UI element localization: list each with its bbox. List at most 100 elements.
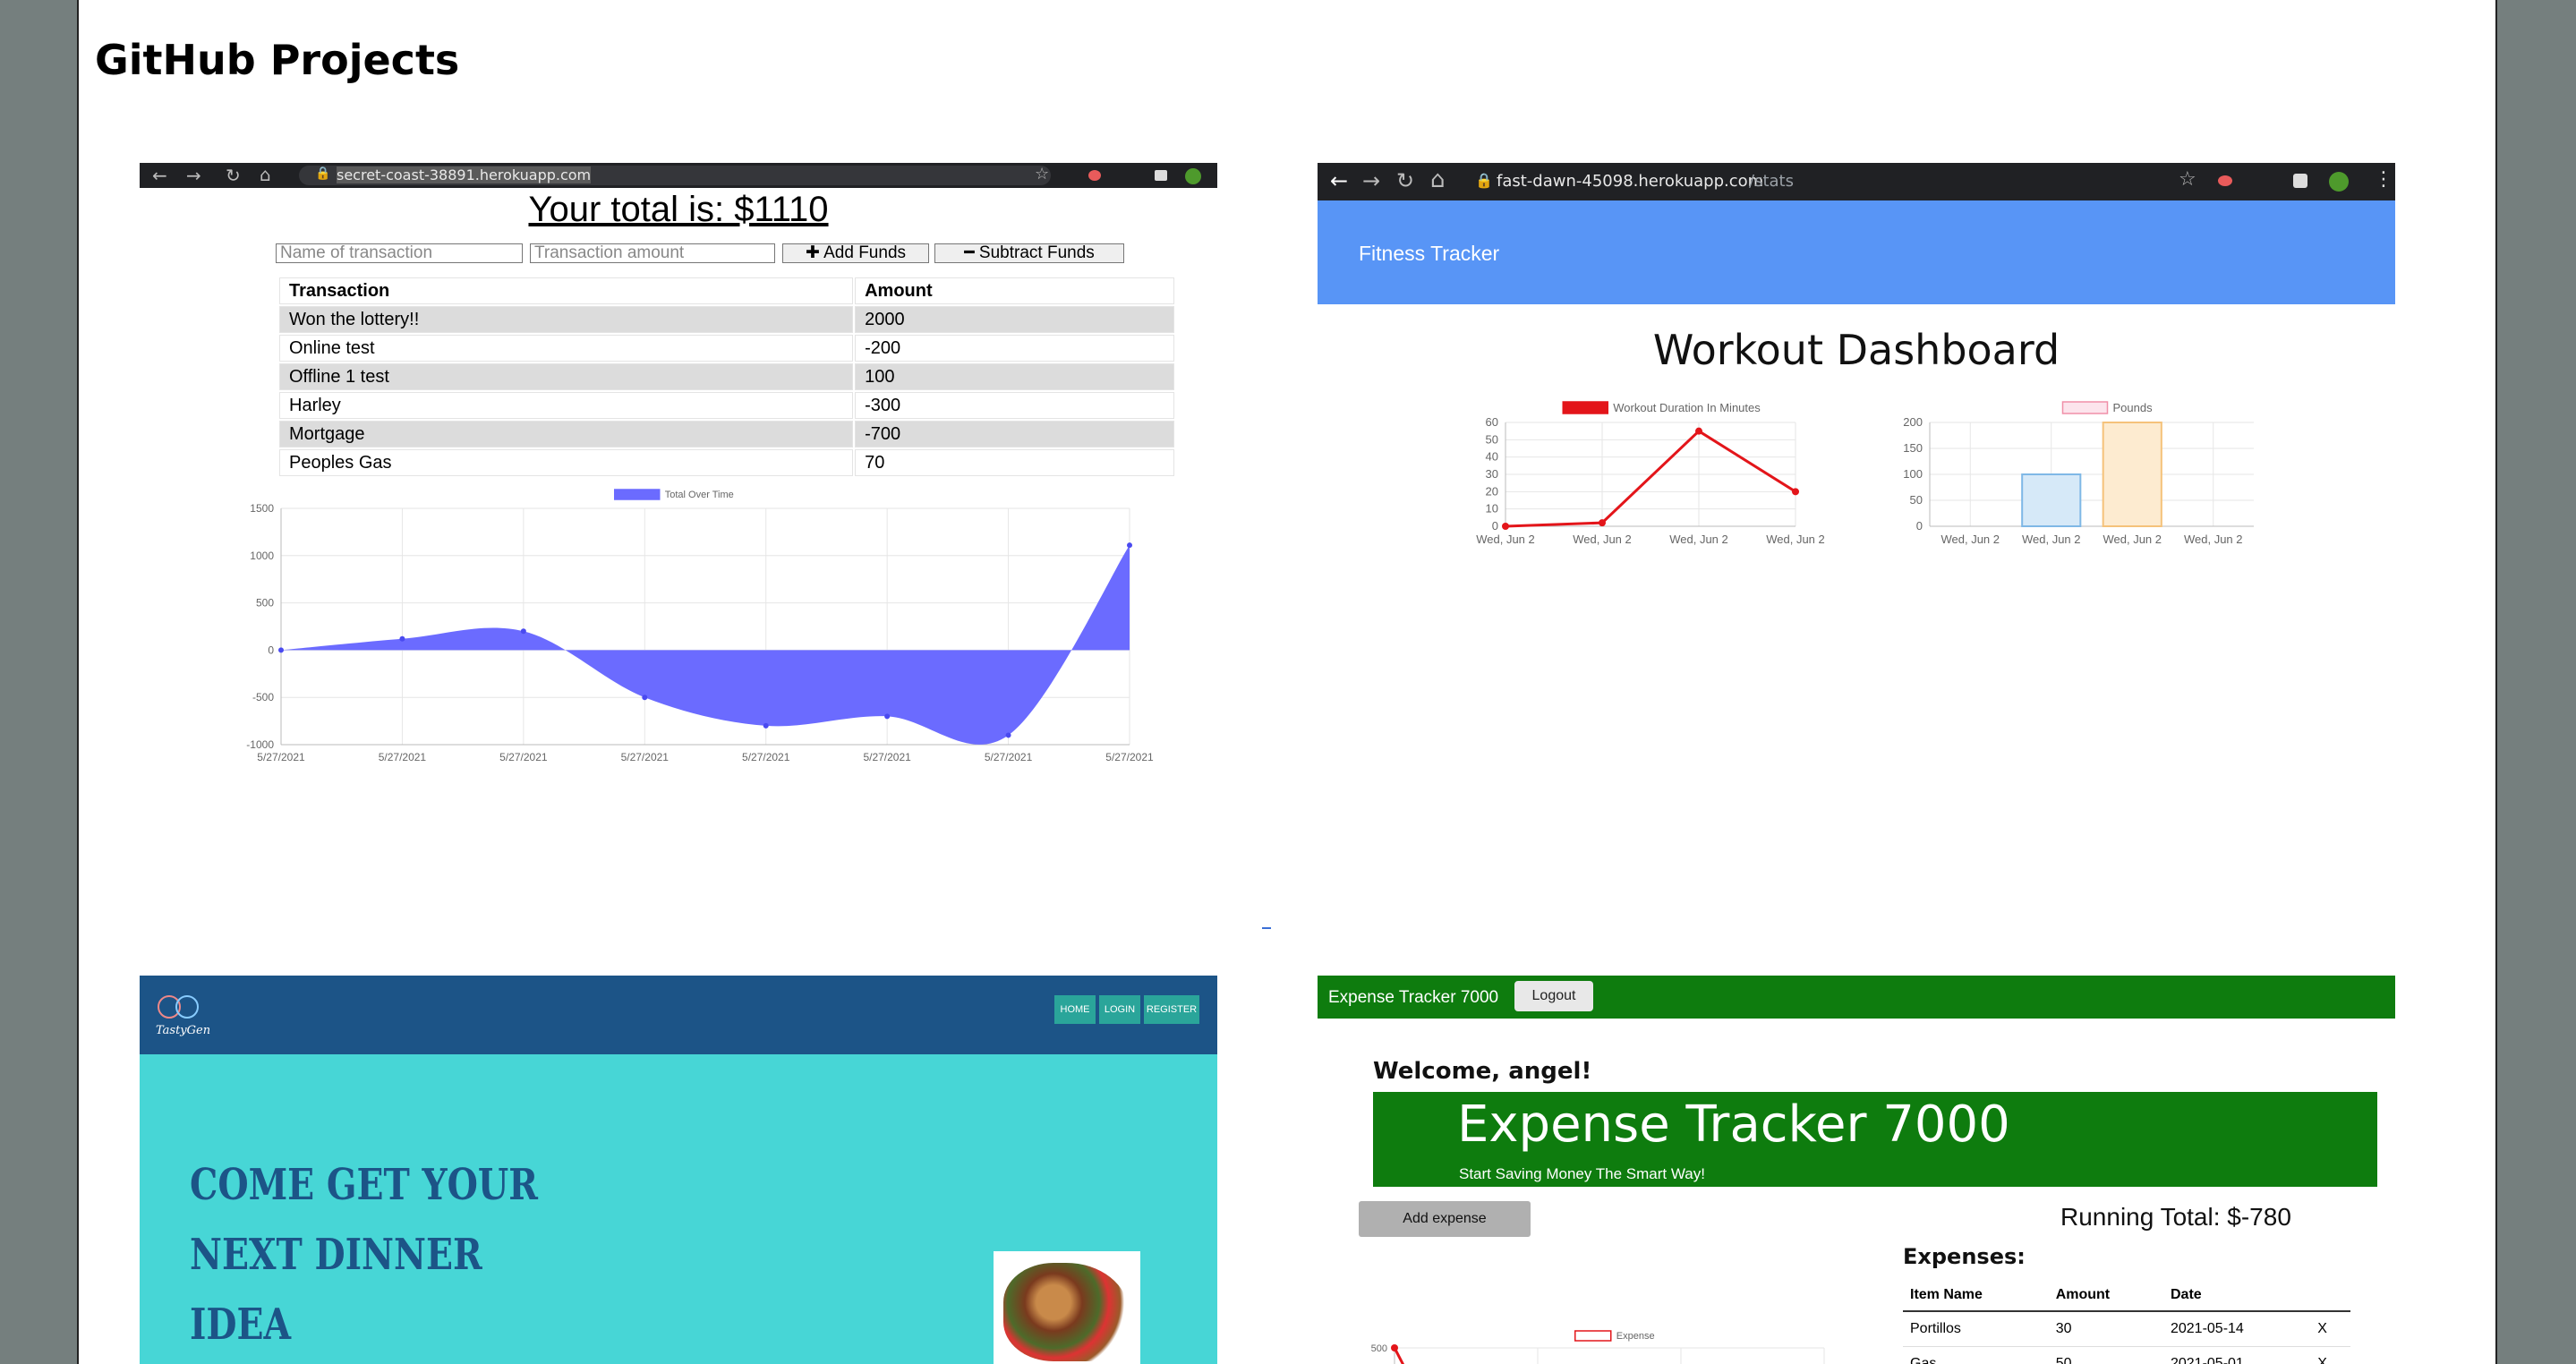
x-tick-label: Wed, Jun 2: [1941, 533, 2000, 546]
project-screenshot-expense[interactable]: Expense Tracker 7000 Logout Welcome, ang…: [1318, 976, 2395, 1364]
table-cell: 2021-05-14: [2162, 1311, 2311, 1347]
forward-icon: →: [186, 165, 201, 186]
banner-subtitle: Start Saving Money The Smart Way!: [1459, 1165, 1705, 1182]
browser-toolbar: ← → ↻ ⌂ 🔒 fast-dawn-45098.herokuapp.com …: [1318, 163, 2395, 200]
x-tick-label: 5/27/2021: [1105, 751, 1154, 763]
table-row: Online test -200: [279, 335, 1174, 362]
delete-button[interactable]: X: [2310, 1311, 2350, 1347]
bar: [2021, 473, 2082, 527]
legend-swatch: [1562, 401, 1608, 414]
table-header-row: Transaction Amount: [279, 277, 1174, 304]
project-screenshot-budget[interactable]: ← → ↻ ⌂ 🔒 secret-coast-38891.herokuapp.c…: [140, 163, 1217, 772]
x-tick-label: 5/27/2021: [863, 751, 911, 763]
subtract-funds-button[interactable]: ━ Subtract Funds: [934, 243, 1124, 263]
brand-link[interactable]: Fitness Tracker: [1359, 242, 1500, 265]
y-tick-label: 0: [268, 644, 274, 656]
data-point: [1502, 523, 1509, 530]
y-tick-label: 500: [256, 597, 274, 610]
puzzle-icon: [2293, 174, 2307, 188]
table-cell: Gas: [1903, 1346, 2049, 1364]
star-icon: ☆: [1035, 165, 1050, 183]
table-row: Gas 50 2021-05-01 X: [1903, 1346, 2350, 1364]
table-cell: -300: [855, 392, 1174, 419]
transactions-table: Transaction Amount Won the lottery!! 2000 On…: [277, 276, 1176, 478]
data-point: [1695, 427, 1702, 435]
y-tick-label: 20: [1486, 484, 1498, 498]
table-cell: Harley: [279, 392, 854, 419]
table-cell: 30: [2048, 1311, 2163, 1347]
forward-icon: →: [1362, 168, 1381, 193]
navbar: Expense Tracker 7000 Logout: [1318, 976, 2395, 1019]
column-header: Amount: [2048, 1280, 2163, 1312]
y-tick-label: 1500: [250, 502, 274, 515]
reload-icon: ↻: [226, 165, 241, 186]
expense-chart: 500450400Expense: [1371, 1330, 1825, 1364]
y-tick-label: -1000: [246, 738, 274, 751]
address-host: fast-dawn-45098.herokuapp.com: [1497, 172, 1764, 191]
data-point: [763, 722, 769, 729]
extension-icon: [2218, 175, 2232, 186]
nav-register[interactable]: REGISTER: [1144, 995, 1199, 1024]
y-tick-label: 40: [1486, 450, 1498, 464]
avatar: [1185, 168, 1201, 184]
table-row: Mortgage -700: [279, 421, 1174, 448]
data-point: [1792, 488, 1799, 496]
data-point: [1005, 732, 1011, 738]
nav-login[interactable]: LOGIN: [1099, 995, 1140, 1024]
legend-label: Expense: [1616, 1331, 1655, 1342]
column-header: Item Name: [1903, 1280, 2049, 1312]
x-tick-label: 5/27/2021: [257, 751, 305, 763]
table-cell: Offline 1 test: [279, 363, 854, 390]
lock-icon: 🔒: [315, 166, 331, 181]
project-screenshot-tastygen[interactable]: TastyGen HOME LOGIN REGISTER COME GET YO…: [140, 976, 1217, 1364]
y-tick-label: 50: [1910, 493, 1923, 507]
legend-swatch: [1574, 1330, 1612, 1342]
data-point: [1391, 1344, 1398, 1351]
add-expense-button[interactable]: Add expense: [1359, 1201, 1531, 1237]
project-screenshot-fitness[interactable]: ← → ↻ ⌂ 🔒 fast-dawn-45098.herokuapp.com …: [1318, 163, 2395, 664]
pounds-chart: 200 150 100 50 0 Wed, Jun 2 Wed, Jun 2 Wed, Jun…: [1903, 401, 2254, 546]
x-tick-label: Wed, Jun 2: [1669, 533, 1728, 546]
browser-toolbar: ← → ↻ ⌂ 🔒 secret-coast-38891.herokuapp.c…: [140, 163, 1217, 188]
table-row: Won the lottery!! 2000: [279, 306, 1174, 333]
address-text: secret-coast-38891.herokuapp.com: [337, 166, 592, 183]
x-tick-label: Wed, Jun 2: [2184, 533, 2243, 546]
menu-icon: ⋮: [2374, 168, 2393, 191]
bar: [2102, 422, 2162, 527]
y-tick-label: 100: [1903, 467, 1923, 481]
transaction-amount-input[interactable]: Transaction amount: [530, 243, 775, 263]
x-tick-label: 5/27/2021: [621, 751, 670, 763]
column-header: [2310, 1280, 2350, 1312]
logo-text: TastyGen: [156, 1024, 211, 1037]
banner-title: Expense Tracker 7000: [1457, 1095, 2010, 1154]
data-point: [278, 647, 284, 653]
transaction-name-input[interactable]: Name of transaction: [276, 243, 523, 263]
column-header: Date: [2162, 1280, 2311, 1312]
x-tick-label: Wed, Jun 2: [1573, 533, 1632, 546]
nav-home[interactable]: HOME: [1054, 995, 1096, 1024]
delete-button[interactable]: X: [2310, 1346, 2350, 1364]
table-cell: 70: [855, 449, 1174, 476]
welcome-text: Welcome, angel!: [1373, 1058, 1592, 1085]
y-tick-label: -500: [252, 691, 274, 703]
legend-label: Total Over Time: [665, 490, 734, 500]
brand-text: Expense Tracker 7000: [1328, 988, 1499, 1007]
logout-button[interactable]: Logout: [1514, 981, 1593, 1011]
add-funds-button[interactable]: ✚ Add Funds: [782, 243, 929, 263]
x-tick-label: 5/27/2021: [379, 751, 427, 763]
table-cell: 100: [855, 363, 1174, 390]
avatar: [2329, 172, 2349, 192]
x-tick-label: Wed, Jun 2: [2022, 533, 2081, 546]
x-tick-label: Wed, Jun 2: [1766, 533, 1825, 546]
legend-swatch: [2061, 401, 2109, 414]
running-total: Running Total: $-780: [2060, 1203, 2291, 1231]
y-tick-label: 1000: [250, 550, 274, 562]
table-row: Harley -300: [279, 392, 1174, 419]
x-tick-label: Wed, Jun 2: [1476, 533, 1535, 546]
table-cell: 50: [2048, 1346, 2163, 1364]
divider: [1262, 927, 1271, 929]
extension-icon: [1088, 170, 1101, 181]
dashboard-title: Workout Dashboard: [1652, 326, 2060, 374]
